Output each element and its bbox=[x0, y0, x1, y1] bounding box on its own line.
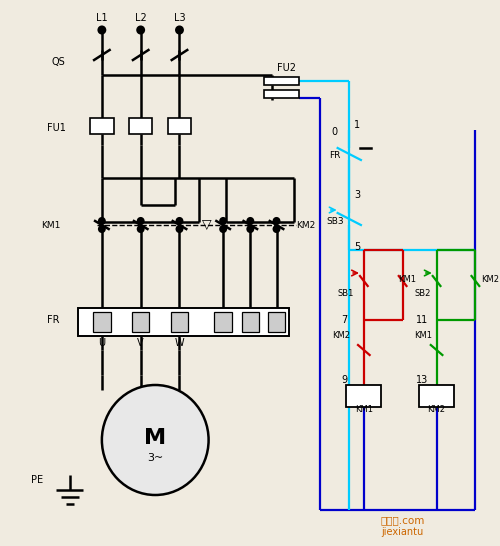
Text: FR: FR bbox=[47, 315, 60, 325]
Text: V: V bbox=[138, 338, 144, 348]
Circle shape bbox=[176, 226, 182, 232]
Circle shape bbox=[248, 218, 253, 224]
Text: KM2: KM2 bbox=[428, 406, 446, 414]
Text: SB2: SB2 bbox=[415, 288, 431, 298]
Circle shape bbox=[98, 27, 105, 33]
Circle shape bbox=[99, 226, 105, 232]
Text: ▽: ▽ bbox=[202, 218, 211, 232]
Text: L2: L2 bbox=[135, 13, 146, 23]
Circle shape bbox=[138, 27, 144, 33]
Text: KM2: KM2 bbox=[481, 276, 499, 284]
Circle shape bbox=[138, 226, 143, 232]
Bar bbox=[346, 385, 382, 407]
Circle shape bbox=[99, 218, 105, 224]
Bar bbox=[264, 77, 299, 85]
Text: 13: 13 bbox=[416, 375, 428, 385]
Circle shape bbox=[138, 218, 143, 224]
Text: FU1: FU1 bbox=[47, 123, 66, 133]
Bar bbox=[268, 312, 285, 332]
Text: 0: 0 bbox=[332, 127, 338, 137]
Bar bbox=[129, 118, 152, 134]
Text: SB3: SB3 bbox=[326, 217, 344, 227]
Text: KM1: KM1 bbox=[355, 406, 373, 414]
Text: jiexiantu: jiexiantu bbox=[382, 527, 424, 537]
Text: KM1: KM1 bbox=[414, 330, 432, 340]
Text: QS: QS bbox=[52, 57, 65, 67]
Text: U: U bbox=[98, 338, 105, 348]
Text: L1: L1 bbox=[96, 13, 108, 23]
Circle shape bbox=[274, 226, 280, 232]
Text: PE: PE bbox=[31, 475, 43, 485]
Bar bbox=[242, 312, 259, 332]
Bar bbox=[78, 308, 289, 336]
Text: KM2: KM2 bbox=[296, 221, 315, 229]
Bar bbox=[171, 312, 188, 332]
Text: 3~: 3~ bbox=[147, 453, 164, 463]
Bar bbox=[90, 118, 114, 134]
Text: 5: 5 bbox=[354, 242, 360, 252]
Text: 3: 3 bbox=[354, 190, 360, 200]
Text: 11: 11 bbox=[416, 315, 428, 325]
Circle shape bbox=[220, 226, 226, 232]
Circle shape bbox=[176, 218, 182, 224]
Text: 接线图.com: 接线图.com bbox=[380, 515, 425, 525]
Text: KM1: KM1 bbox=[398, 276, 416, 284]
Text: L3: L3 bbox=[174, 13, 186, 23]
Text: SB1: SB1 bbox=[337, 288, 353, 298]
Text: W: W bbox=[174, 338, 184, 348]
Text: 7: 7 bbox=[342, 315, 347, 325]
Circle shape bbox=[176, 27, 183, 33]
Text: 1: 1 bbox=[354, 120, 360, 130]
Circle shape bbox=[220, 218, 226, 224]
Text: KM2: KM2 bbox=[332, 330, 350, 340]
Text: FR: FR bbox=[329, 151, 340, 159]
Bar bbox=[132, 312, 150, 332]
Bar bbox=[214, 312, 232, 332]
Text: M: M bbox=[144, 428, 167, 448]
Text: FU2: FU2 bbox=[276, 63, 295, 73]
Circle shape bbox=[102, 385, 208, 495]
Bar bbox=[264, 90, 299, 98]
Bar bbox=[419, 385, 454, 407]
Bar bbox=[168, 118, 191, 134]
Bar bbox=[93, 312, 110, 332]
Circle shape bbox=[274, 218, 280, 224]
Text: 9: 9 bbox=[342, 375, 347, 385]
Text: KM1: KM1 bbox=[41, 221, 60, 229]
Circle shape bbox=[248, 226, 253, 232]
